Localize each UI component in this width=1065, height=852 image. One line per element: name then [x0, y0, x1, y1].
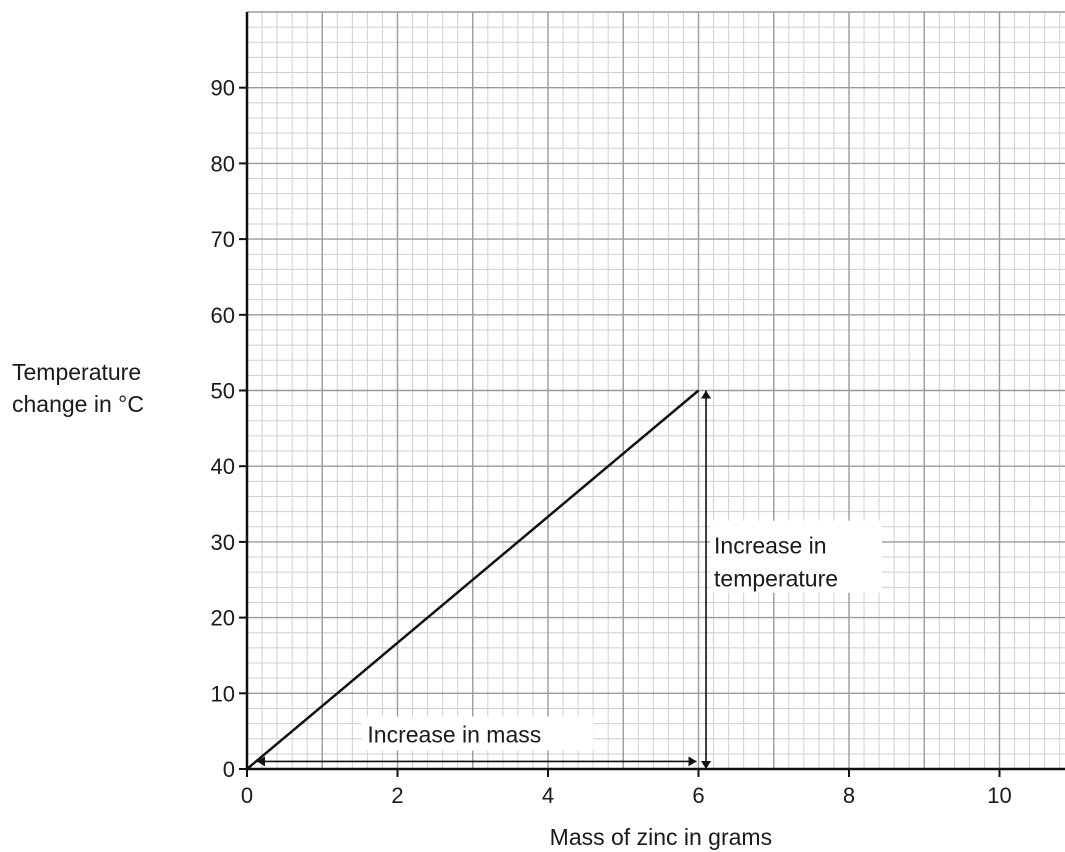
x-tick-label: 6	[692, 783, 704, 808]
y-tick-label: 90	[211, 76, 235, 101]
axis-titles: Mass of zinc in grams Temperature change i…	[12, 359, 772, 850]
mass-arrowhead-left	[257, 756, 265, 767]
mass-arrowhead-right	[688, 756, 697, 767]
x-tick-label: 10	[987, 783, 1011, 808]
y-tick-label: 10	[211, 681, 235, 706]
y-tick-label: 0	[223, 757, 235, 782]
x-tick-label: 2	[391, 783, 403, 808]
y-tick-label: 40	[211, 454, 235, 479]
x-tick-label: 0	[241, 783, 253, 808]
tick-labels: 0 2 4 6 8 10 0 10 20 30 40 50 60 70 80 90	[211, 76, 1012, 808]
x-axis-title: Mass of zinc in grams	[550, 824, 772, 850]
mass-label-bg	[361, 716, 594, 751]
temp-arrow-label-line: temperature	[714, 565, 838, 591]
major-gridlines	[247, 11, 1065, 769]
temp-label-bg	[710, 520, 883, 593]
x-tick-label: 4	[542, 783, 554, 808]
y-tick-label: 60	[211, 303, 235, 328]
temp-arrow-label-line: Increase in	[714, 532, 827, 558]
y-tick-label: 80	[211, 151, 235, 176]
y-tick-label: 70	[211, 227, 235, 252]
series-line	[246, 389, 700, 770]
mass-arrow-label: Increase in mass	[367, 722, 541, 748]
y-axis-title-line: change in °C	[12, 391, 144, 417]
annotations: Increase in mass Increase in temperature	[257, 390, 883, 769]
y-tick-label: 20	[211, 606, 235, 631]
y-tick-label: 30	[211, 530, 235, 555]
temp-arrowhead-down	[701, 761, 712, 769]
series-layer	[246, 389, 700, 770]
y-axis-title-line: Temperature	[12, 359, 141, 385]
y-tick-label: 50	[211, 379, 235, 404]
temp-arrowhead-up	[701, 390, 712, 399]
x-tick-label: 8	[843, 783, 855, 808]
